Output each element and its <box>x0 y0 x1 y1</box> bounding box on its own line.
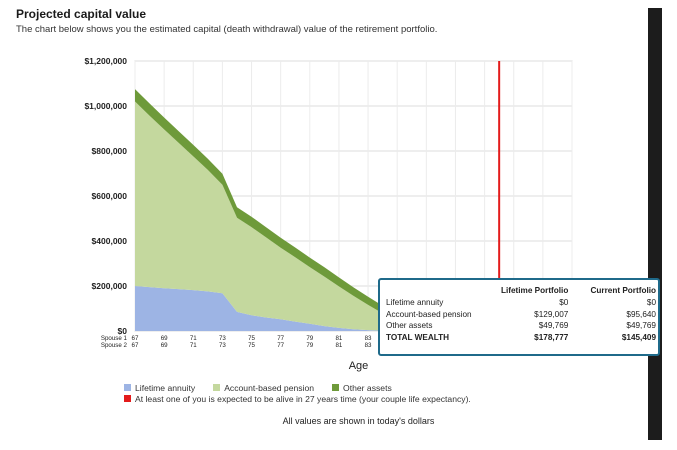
legend-item-account-based-pension[interactable]: Account-based pension <box>213 383 314 393</box>
legend-series-row: Lifetime annuity Account-based pension O… <box>124 382 471 393</box>
tooltip-row: Lifetime annuity $0 $0 <box>386 297 656 309</box>
tooltip-header-spacer <box>386 286 488 297</box>
x-tick-label: 81 <box>335 335 342 342</box>
y-tick-label: $200,000 <box>92 281 128 291</box>
tooltip-row-label: Account-based pension <box>386 309 472 319</box>
legend-marker-row: At least one of you is expected to be al… <box>124 393 471 404</box>
legend-swatch-icon <box>124 384 131 391</box>
page-subtitle: The chart below shows you the estimated … <box>16 24 438 35</box>
page-title: Projected capital value <box>16 7 147 21</box>
x-tick-label: 71 <box>190 335 197 342</box>
x-tick-label: 69 <box>161 342 168 349</box>
tooltip-total-row: TOTAL WEALTH $178,777 $145,409 <box>386 332 656 344</box>
legend-item-lifetime-annuity[interactable]: Lifetime annuity <box>124 383 195 393</box>
area-account-based-pension <box>135 101 470 331</box>
value-tooltip: Lifetime Portfolio Current Portfolio Lif… <box>378 278 660 356</box>
tooltip-col-lifetime: Lifetime Portfolio <box>501 286 569 295</box>
x-tick-label: 81 <box>335 342 342 349</box>
x-tick-label: 71 <box>190 342 197 349</box>
x-tick-label: 73 <box>219 342 226 349</box>
y-tick-label: $0 <box>118 326 128 336</box>
y-tick-label: $1,200,000 <box>84 56 127 66</box>
tooltip-row-lifetime: $129,007 <box>534 309 569 319</box>
x-tick-label: 83 <box>365 335 372 342</box>
tooltip-row: Account-based pension $129,007 $95,640 <box>386 309 656 321</box>
x-tick-label: 69 <box>161 335 168 342</box>
tooltip-col-current: Current Portfolio <box>590 286 657 295</box>
tooltip-row: Other assets $49,769 $49,769 <box>386 320 656 332</box>
y-tick-label: $400,000 <box>92 236 128 246</box>
chart-legend: Lifetime annuity Account-based pension O… <box>124 382 471 404</box>
spouse-row-label: Spouse 2 <box>101 342 128 349</box>
x-tick-label: 77 <box>277 335 284 342</box>
y-tick-label: $800,000 <box>92 146 128 156</box>
legend-item-other-assets[interactable]: Other assets <box>332 383 392 393</box>
tooltip-row-label: Lifetime annuity <box>386 298 444 307</box>
x-tick-label: 77 <box>277 342 284 349</box>
x-tick-label: 67 <box>132 342 139 349</box>
legend-label: Lifetime annuity <box>135 382 196 393</box>
x-tick-label: 79 <box>306 342 313 349</box>
x-tick-label: 73 <box>219 335 226 342</box>
x-tick-label: 67 <box>132 335 139 342</box>
tooltip-row-lifetime: $49,769 <box>538 321 569 330</box>
x-axis-label: Age <box>349 360 369 372</box>
tooltip-row-label: Other assets <box>386 321 433 330</box>
tooltip-row-current: $49,769 <box>626 321 656 330</box>
x-tick-label: 75 <box>248 342 255 349</box>
legend-label: Other assets <box>343 382 392 393</box>
tooltip-row-lifetime: $178,777 <box>534 332 569 342</box>
area-lifetime-annuity <box>135 286 470 331</box>
legend-label: Account-based pension <box>224 382 315 393</box>
legend-swatch-icon <box>213 384 221 391</box>
spouse-row-label: Spouse 1 <box>101 335 128 342</box>
tooltip-row-current: $95,640 <box>626 309 656 319</box>
tooltip-row-lifetime: $0 <box>559 298 569 307</box>
x-tick-label: 79 <box>306 335 313 342</box>
footer-note: All values are shown in today's dollars <box>282 416 435 426</box>
legend-swatch-icon <box>332 384 340 391</box>
tooltip-row-label: TOTAL WEALTH <box>386 332 450 342</box>
tooltip-table: Lifetime Portfolio Current Portfolio Lif… <box>386 286 656 343</box>
x-tick-label: 83 <box>365 342 372 349</box>
y-tick-label: $600,000 <box>92 191 128 201</box>
x-tick-label: 75 <box>248 335 255 342</box>
scrollbar-panel <box>648 8 662 440</box>
legend-marker-swatch-icon <box>124 395 131 402</box>
tooltip-row-current: $0 <box>646 298 656 307</box>
legend-marker-label: At least one of you is expected to be al… <box>135 393 471 404</box>
y-tick-label: $1,000,000 <box>84 101 127 111</box>
tooltip-row-current: $145,409 <box>621 332 656 342</box>
